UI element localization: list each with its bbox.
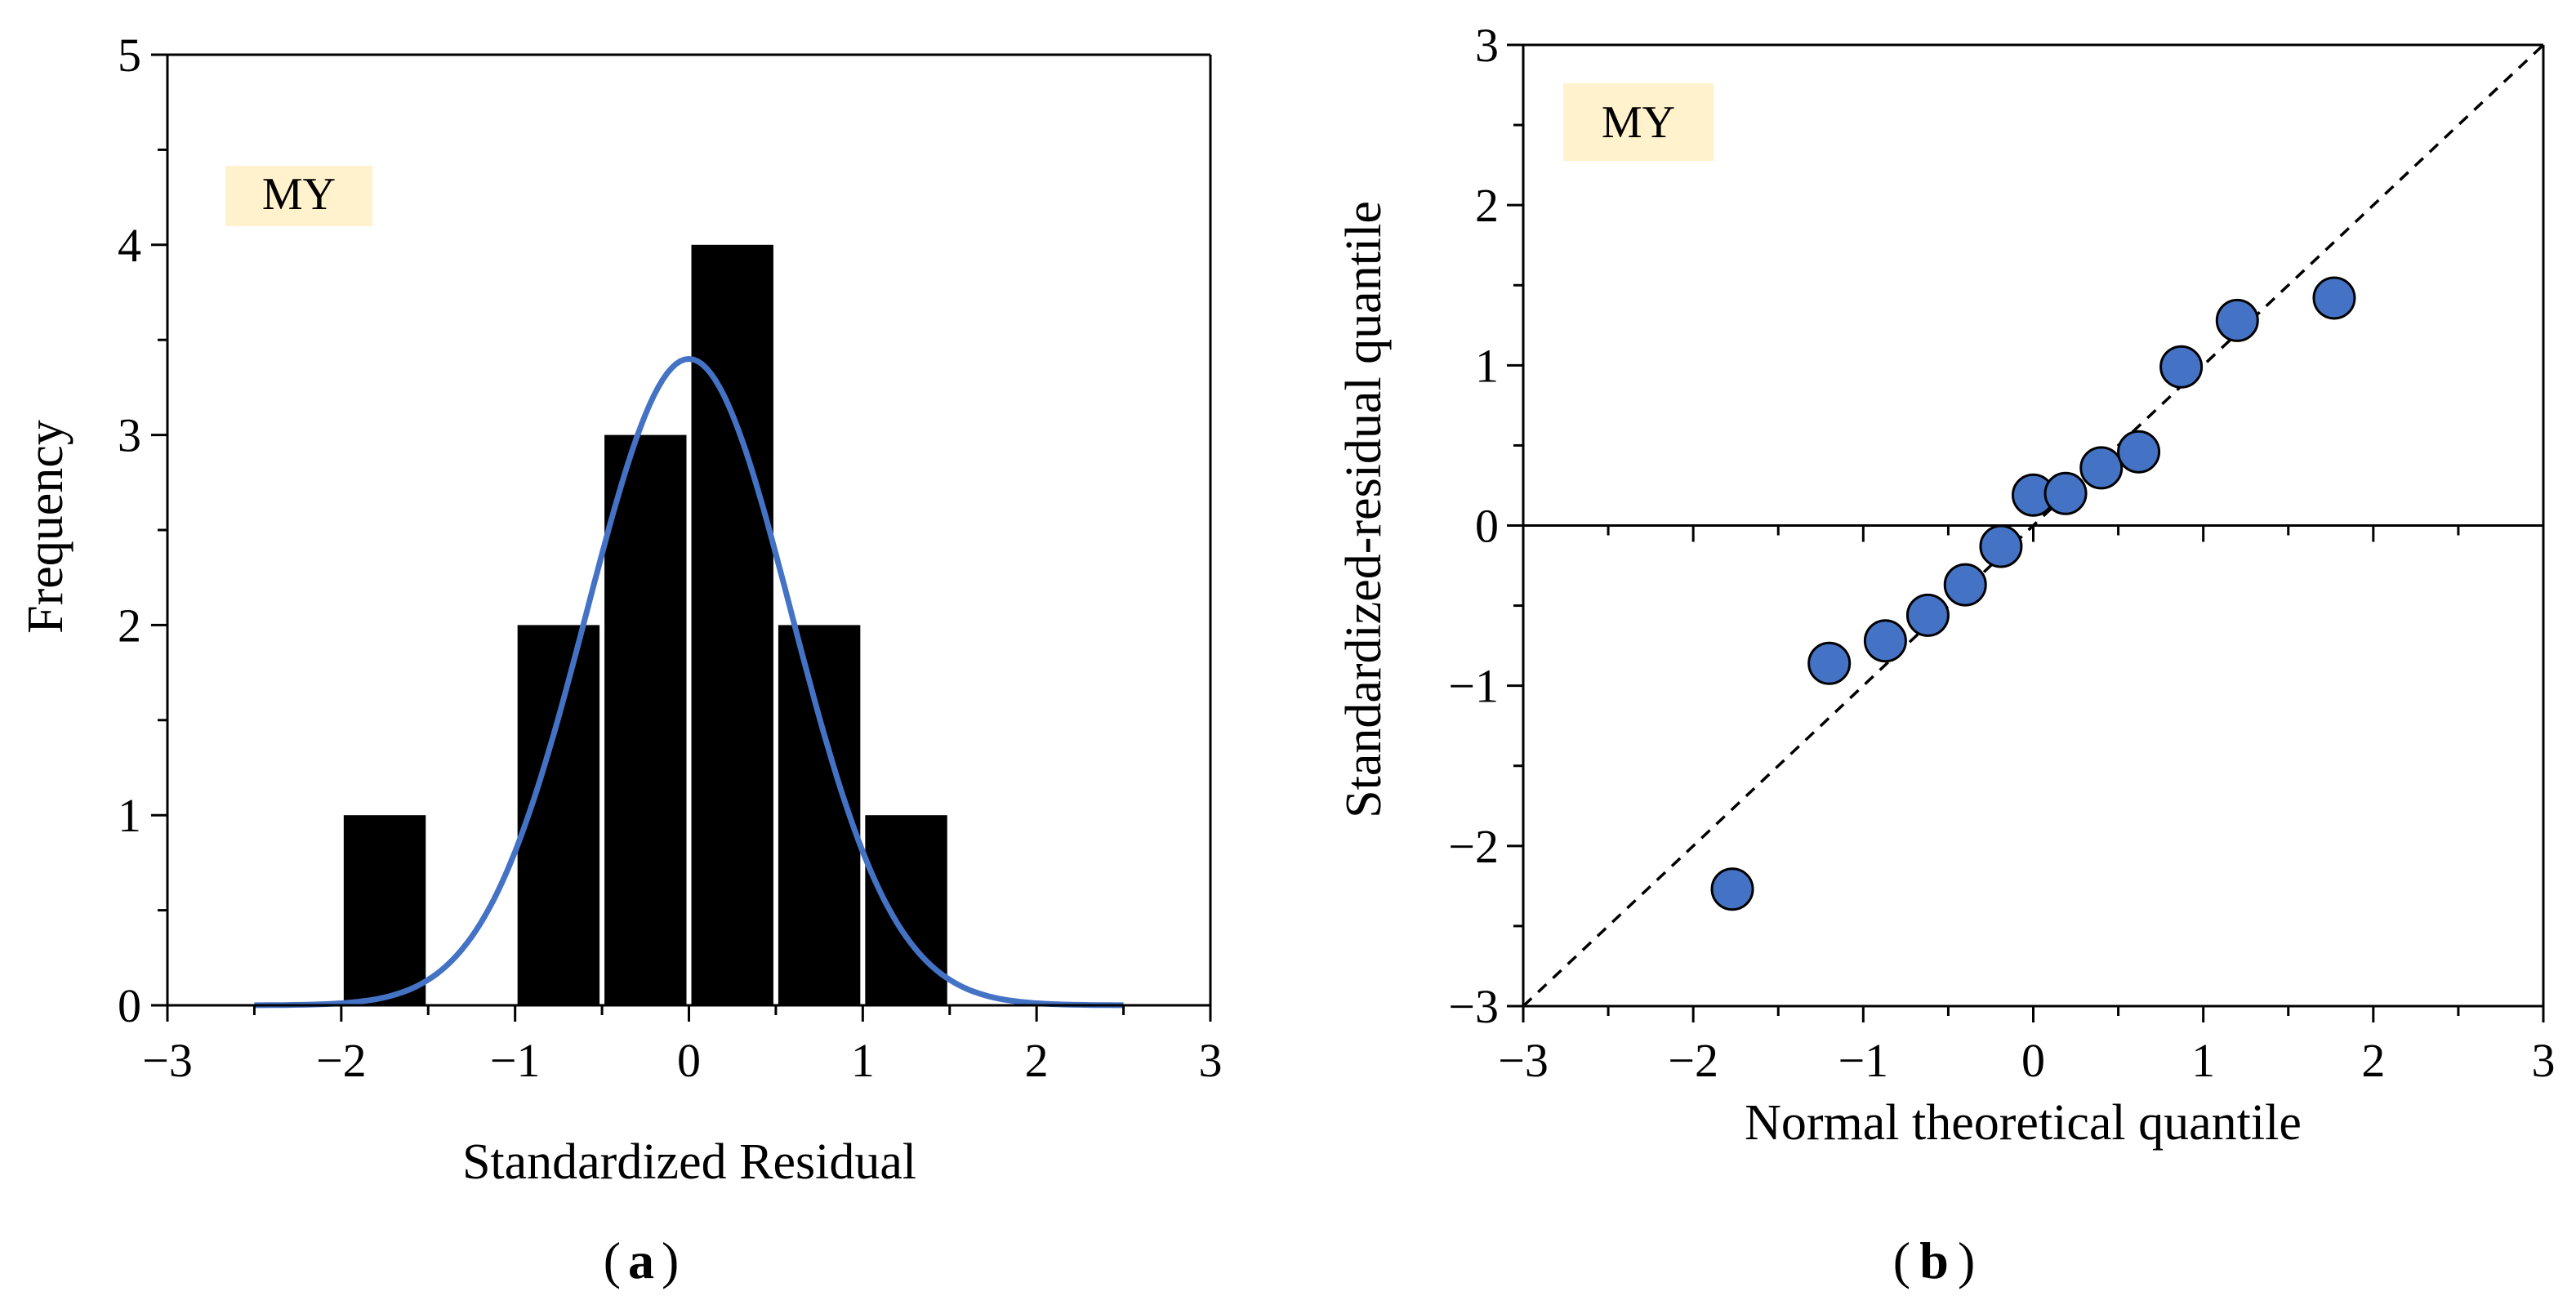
y-tick-label-a: 4 xyxy=(118,219,141,272)
y-tick-label-a: 5 xyxy=(118,29,141,82)
histogram-bar-1 xyxy=(343,815,426,1005)
series-tag-b: MY xyxy=(1602,97,1675,148)
series-tag-box-a xyxy=(225,166,372,226)
x-tick-label-a: −1 xyxy=(490,1034,541,1087)
histogram-panel: MY −3 −2 −1 0 1 2 3 0 1 2 3 4 5 Standardized Residua… xyxy=(18,29,1223,1290)
y-tick-label-b: −2 xyxy=(1448,820,1499,873)
y-tick-label-b: −3 xyxy=(1448,980,1499,1033)
x-tick-label-a: −3 xyxy=(142,1034,193,1087)
y-tick-label-a: 1 xyxy=(118,789,141,842)
qq-point-10 xyxy=(2117,430,2161,474)
qq-point-6 xyxy=(1979,524,2023,568)
series-tag-box-b xyxy=(1563,83,1714,161)
x-tick-label-b: 3 xyxy=(2532,1034,2556,1087)
x-tick-label-b: −3 xyxy=(1498,1034,1549,1087)
y-tick-label-a: 0 xyxy=(118,979,141,1032)
panel-caption-open-a: ( xyxy=(604,1232,621,1290)
y-tick-label-a: 3 xyxy=(118,409,141,462)
qq-point-1 xyxy=(1710,867,1754,911)
qq-point-13 xyxy=(2312,276,2356,320)
qq-point-4 xyxy=(1905,593,1950,637)
normal-distribution-curve xyxy=(254,355,1124,1009)
histogram-axes xyxy=(151,53,1212,1022)
panel-caption-b: b xyxy=(1919,1232,1949,1290)
x-tick-label-b: −1 xyxy=(1838,1034,1888,1087)
series-tag-a: MY xyxy=(262,169,336,220)
qq-tick-labels: −3 −2 −1 0 1 2 3 −3 −2 −1 0 1 2 3 xyxy=(1448,19,2555,1087)
y-axis-title-a: Frequency xyxy=(18,420,74,634)
x-tick-label-a: −2 xyxy=(316,1034,367,1087)
qq-plot-panel: MY −3 −2 −1 0 1 2 3 −3 −2 −1 0 1 2 3 Normal theoretic… xyxy=(1336,19,2556,1290)
histogram-tick-labels: −3 −2 −1 0 1 2 3 0 1 2 3 4 5 xyxy=(118,29,1223,1087)
x-tick-label-a: 0 xyxy=(677,1034,701,1087)
y-tick-label-a: 2 xyxy=(118,599,141,652)
panel-caption-open-b: ( xyxy=(1893,1232,1910,1290)
x-tick-label-b: −2 xyxy=(1668,1034,1718,1087)
histogram-bar-3 xyxy=(604,434,687,1005)
x-tick-label-b: 2 xyxy=(2361,1034,2385,1087)
qq-point-9 xyxy=(2079,446,2124,490)
x-axis-title-b: Normal theoretical quantile xyxy=(1745,1095,2302,1151)
y-tick-label-b: −1 xyxy=(1448,660,1499,713)
qq-points xyxy=(1710,276,2356,911)
panel-caption-a: a xyxy=(628,1232,654,1290)
qq-point-3 xyxy=(1863,619,1907,663)
qq-point-8 xyxy=(2043,471,2088,515)
x-tick-label-a: 3 xyxy=(1199,1034,1223,1087)
panel-caption-close-a: ) xyxy=(662,1232,679,1290)
qq-point-5 xyxy=(1943,563,1987,607)
y-tick-label-b: 1 xyxy=(1475,339,1499,392)
qq-axes xyxy=(1507,43,2545,1022)
qq-point-12 xyxy=(2215,298,2259,342)
x-tick-label-b: 1 xyxy=(2191,1034,2215,1087)
panel-caption-close-b: ) xyxy=(1958,1232,1975,1290)
qq-point-11 xyxy=(2159,345,2204,389)
y-tick-label-b: 0 xyxy=(1475,500,1499,553)
histogram-bar-4 xyxy=(691,244,773,1005)
x-axis-title-a: Standardized Residual xyxy=(462,1134,916,1190)
x-tick-label-a: 1 xyxy=(851,1034,875,1087)
x-tick-label-b: 0 xyxy=(2021,1034,2045,1087)
histogram-bars xyxy=(343,244,947,1005)
y-tick-label-b: 3 xyxy=(1475,19,1499,72)
histogram-bar-6 xyxy=(865,815,947,1005)
y-axis-title-b: Standardized-residual quantile xyxy=(1336,201,1392,818)
x-tick-label-a: 2 xyxy=(1025,1034,1049,1087)
y-tick-label-b: 2 xyxy=(1475,179,1499,232)
qq-point-2 xyxy=(1807,641,1852,685)
